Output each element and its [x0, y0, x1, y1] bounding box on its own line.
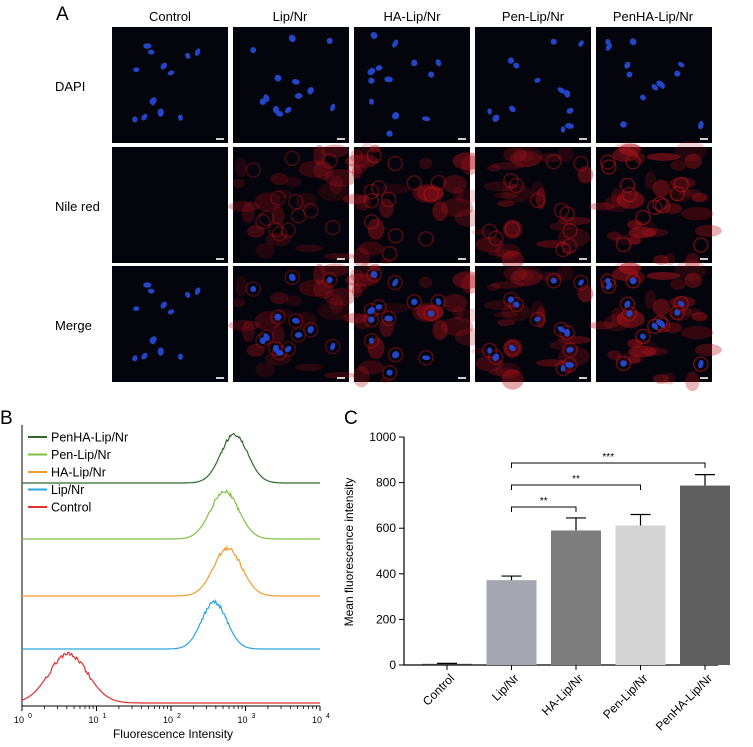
panel-b-letter: B	[0, 408, 13, 429]
x-tick-exponent: 4	[326, 713, 330, 720]
y-tick-label: 400	[376, 567, 396, 581]
bar-1	[486, 580, 537, 665]
x-tick-label: PenHA-Lip/Nr	[653, 671, 715, 733]
x-tick-exponent: 3	[252, 713, 256, 720]
micrograph-grid	[112, 27, 722, 392]
column-label-penha-lip-nr: PenHA-Lip/Nr	[613, 9, 694, 24]
scale-bar	[337, 377, 345, 379]
row-label-dapi: DAPI	[55, 79, 85, 94]
x-tick-label: Control	[420, 671, 457, 708]
column-label-pen-lip-nr: Pen-Lip/Nr	[502, 9, 565, 24]
micrograph-0-3	[475, 27, 591, 143]
column-label-lip-nr: Lip/Nr	[273, 9, 308, 24]
legend-label: Lip/Nr	[51, 483, 84, 497]
micrograph-2-1	[228, 263, 357, 382]
micrograph-1-1	[228, 144, 357, 263]
x-tick-exponent: 0	[28, 713, 32, 720]
x-tick-exponent: 2	[177, 713, 181, 720]
micrograph-1-0	[112, 147, 228, 263]
histogram-curve-0	[22, 432, 320, 484]
scale-bar	[337, 258, 345, 260]
histogram-curve-1	[22, 489, 320, 540]
y-tick-label: 0	[389, 658, 396, 672]
x-tick-label: HA-Lip/Nr	[539, 671, 586, 718]
x-tick-exponent: 1	[103, 713, 107, 720]
y-tick-label: 200	[376, 612, 396, 626]
column-label-control: Control	[149, 9, 191, 24]
legend-label: HA-Lip/Nr	[51, 466, 106, 480]
micrograph-0-0	[112, 27, 228, 143]
micrograph-2-3	[471, 265, 594, 390]
legend-label: Pen-Lip/Nr	[51, 448, 111, 462]
bar-2	[551, 530, 601, 665]
scale-bar	[579, 138, 587, 140]
histogram-curve-2	[22, 545, 320, 597]
x-tick-label: 10	[88, 715, 98, 725]
legend-label: Control	[51, 501, 91, 515]
histogram-curve-3	[22, 599, 320, 650]
scale-bar	[216, 258, 224, 260]
column-label-ha-lip-nr: HA-Lip/Nr	[383, 9, 441, 24]
micrograph-0-1	[233, 27, 349, 143]
bar-3	[615, 525, 666, 665]
x-tick-label: 10	[163, 715, 173, 725]
scale-bar	[458, 258, 466, 260]
histogram-xlabel: Fluorescence Intensity	[113, 727, 233, 741]
bar-chart: 0 200 400 600 800 1000 Control Lip/Nr HA-Lip/Nr P…	[369, 430, 730, 733]
micrograph-1-2	[342, 141, 485, 269]
panel-c-letter: C	[344, 408, 358, 429]
legend-label: PenHA-Lip/Nr	[51, 431, 128, 445]
scale-bar	[700, 377, 708, 379]
micrograph-0-4	[596, 27, 712, 143]
scale-bar	[700, 258, 708, 260]
x-tick-label: 10	[14, 715, 24, 725]
scale-bar	[216, 138, 224, 140]
micrograph-2-4	[589, 260, 722, 392]
histogram-curve-4	[21, 651, 320, 704]
significance-bracket	[511, 484, 641, 490]
significance-label: ***	[602, 452, 614, 463]
row-label-merge: Merge	[55, 318, 92, 333]
y-tick-label: 600	[376, 521, 396, 535]
scale-bar	[700, 138, 708, 140]
scale-bar	[458, 377, 466, 379]
micrograph-1-4	[589, 141, 722, 273]
scale-bar	[458, 138, 466, 140]
panel-a-letter: A	[56, 4, 69, 25]
micrograph-0-2	[354, 27, 470, 143]
significance-label: **	[572, 474, 580, 485]
x-tick-label: 10	[237, 715, 247, 725]
significance-bracket	[511, 506, 577, 512]
scale-bar	[216, 377, 224, 379]
bar-chart-ylabel: Mean fluorescence intensity	[342, 478, 356, 627]
significance-bracket	[511, 462, 706, 468]
bar-4	[680, 485, 730, 665]
significance-label: **	[540, 496, 548, 507]
bar-0	[422, 663, 472, 665]
y-tick-label: 1000	[369, 430, 396, 444]
scale-bar	[579, 258, 587, 260]
micrograph-2-2	[342, 260, 485, 388]
flow-histogram: 10 0 10 1 10 2 10 3 10 4 PenHA-Lip/Nr Pen-Lip/Nr HA-…	[14, 425, 330, 725]
row-label-nile-red: Nile red	[55, 199, 100, 214]
x-tick-label: 10	[312, 715, 322, 725]
x-tick-label: Lip/Nr	[489, 671, 522, 704]
scale-bar	[579, 377, 587, 379]
x-tick-label: Pen-Lip/Nr	[600, 671, 650, 721]
micrograph-2-0	[112, 266, 228, 382]
y-tick-label: 800	[376, 476, 396, 490]
micrograph-1-3	[471, 146, 594, 271]
scale-bar	[337, 138, 345, 140]
